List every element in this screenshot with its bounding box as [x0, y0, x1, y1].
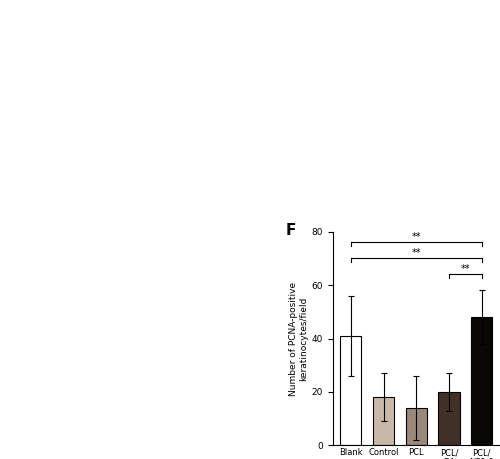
- Bar: [471, 317, 492, 445]
- Y-axis label: Number of PCNA-positive
keratinocytes/field: Number of PCNA-positive keratinocytes/fi…: [289, 281, 308, 396]
- Text: **: **: [412, 232, 421, 242]
- Bar: [340, 336, 361, 445]
- Text: **: **: [412, 248, 421, 257]
- Bar: [373, 397, 394, 445]
- Text: F: F: [286, 223, 296, 238]
- Text: **: **: [460, 263, 470, 274]
- Bar: [438, 392, 460, 445]
- Bar: [406, 408, 427, 445]
